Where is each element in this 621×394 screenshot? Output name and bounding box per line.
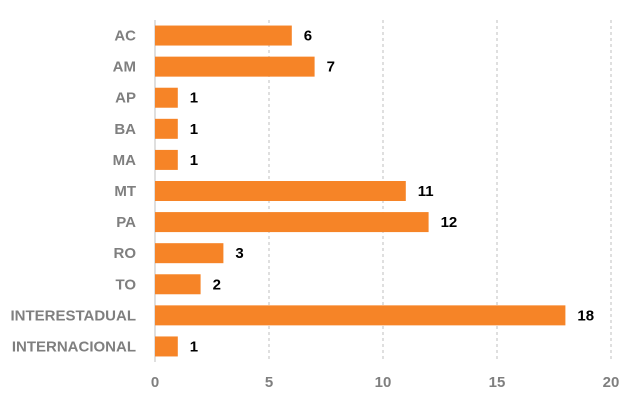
- category-label: PA: [116, 214, 136, 231]
- x-tick-label: 5: [265, 374, 273, 391]
- category-label: AP: [115, 90, 136, 107]
- data-label: 11: [418, 183, 434, 200]
- data-label: 18: [577, 307, 594, 324]
- data-label: 7: [327, 59, 335, 76]
- category-label: MT: [114, 183, 136, 200]
- data-label: 12: [441, 214, 458, 231]
- data-label: 6: [304, 28, 312, 45]
- data-label: 3: [235, 245, 243, 262]
- category-label: INTERESTADUAL: [10, 307, 136, 324]
- data-label: 1: [190, 152, 198, 169]
- bar: [155, 305, 566, 326]
- bar: [155, 118, 178, 139]
- data-label: 1: [190, 90, 198, 107]
- data-label: 1: [190, 121, 198, 138]
- category-label: INTERNACIONAL: [12, 338, 136, 355]
- category-labels: AC AM AP BA MA MT PA RO TO INTERESTADUAL INTERNACI…: [10, 28, 136, 356]
- category-label: BA: [114, 121, 136, 138]
- x-tick-label: 0: [151, 374, 159, 391]
- bar: [155, 25, 292, 46]
- bar: [155, 87, 178, 108]
- category-label: MA: [113, 152, 136, 169]
- bars: [155, 25, 566, 357]
- x-tick-label: 20: [603, 374, 620, 391]
- data-label: 1: [190, 338, 198, 355]
- category-label: RO: [114, 245, 137, 262]
- bar: [155, 336, 178, 357]
- bar: [155, 56, 315, 77]
- bar: [155, 274, 201, 295]
- category-label: AC: [114, 28, 136, 45]
- bar: [155, 181, 406, 201]
- data-label: 2: [213, 276, 221, 293]
- bar: [155, 212, 429, 233]
- x-tick-label: 10: [375, 374, 392, 391]
- bar: [155, 149, 178, 170]
- category-label: TO: [115, 276, 136, 293]
- bar: [155, 243, 224, 264]
- x-tick-label: 15: [489, 374, 506, 391]
- x-tick-labels: 0 5 10 15 20: [151, 374, 620, 391]
- category-label: AM: [113, 59, 136, 76]
